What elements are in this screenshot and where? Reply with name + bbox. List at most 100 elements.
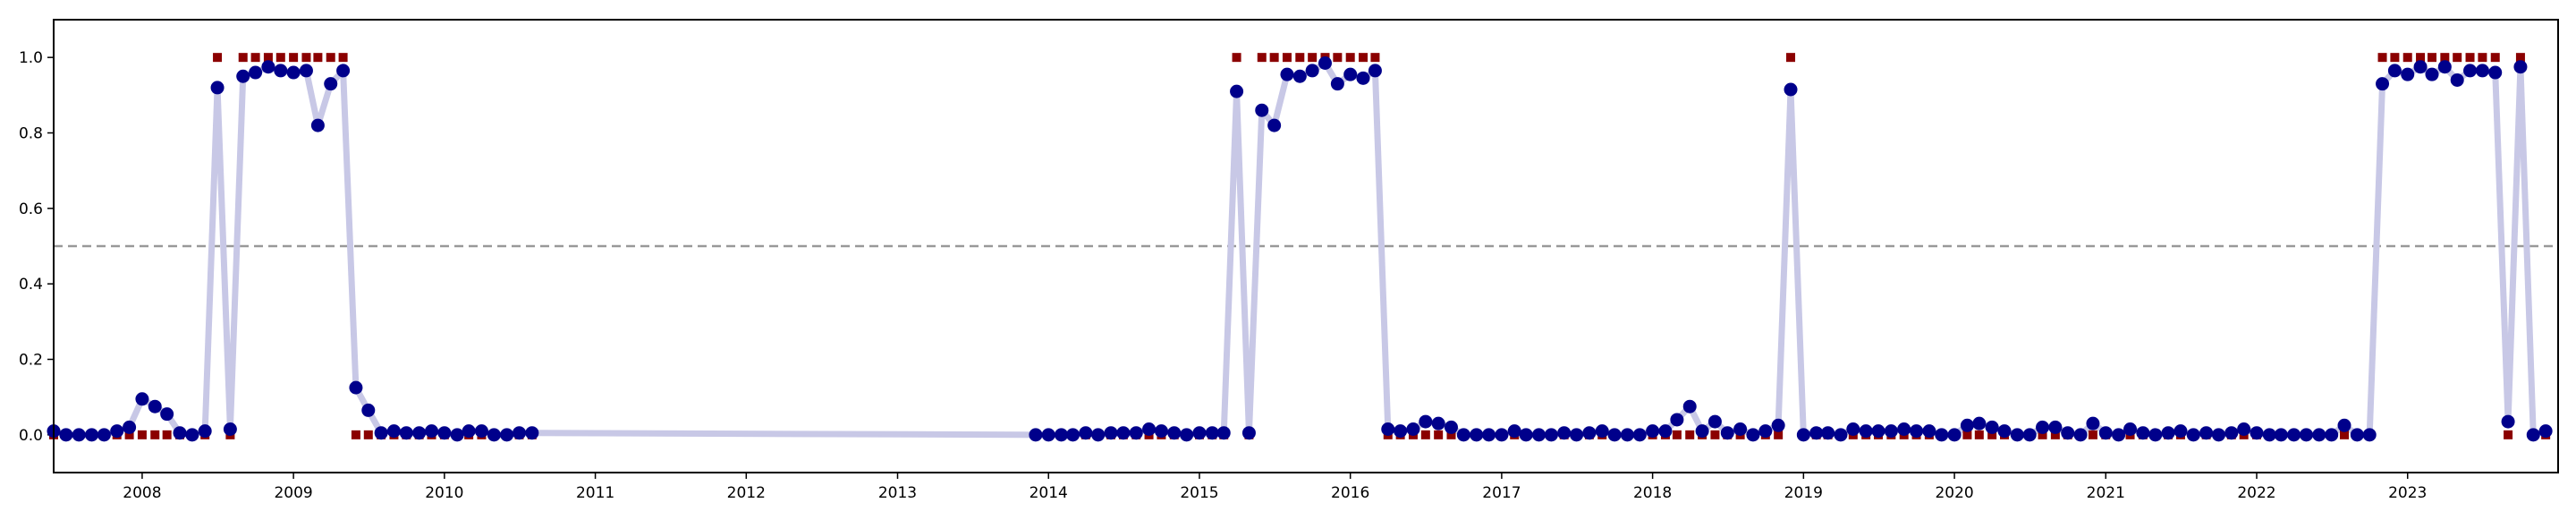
probability-point [210,81,225,95]
probability-point [361,403,376,417]
label-marker [289,53,299,63]
probability-point [1519,428,1533,442]
label-marker [301,53,311,63]
label-marker [1786,53,1796,63]
probability-point [1922,424,1936,439]
probability-point [1910,424,1924,439]
label-marker [1962,430,1972,439]
probability-point [1318,55,1332,70]
probability-point [1104,426,1118,440]
probability-point [1859,424,1873,439]
x-tick-label: 2016 [1331,484,1369,502]
probability-point [1746,428,1760,442]
probability-point [2036,420,2050,434]
probability-point [236,69,250,83]
probability-point [1871,424,1885,439]
probability-point [1330,77,1344,91]
label-marker [238,53,248,63]
axes [47,56,2409,479]
probability-point [1531,428,1546,442]
probability-point [2112,428,2126,442]
label-marker [213,53,223,63]
probability-point [2123,422,2138,437]
probability-point [1658,424,1673,439]
probability-point [1720,426,1734,440]
probability-point [2362,428,2377,442]
probability-point [2161,426,2175,440]
probability-point [2224,426,2239,440]
label-marker [1685,430,1695,439]
probability-point [123,420,137,434]
label-marker [2504,430,2513,439]
probability-point [148,399,162,413]
probability-point [198,424,212,439]
plot-frame [53,19,2559,473]
probability-point [2010,428,2024,442]
label-marker [1710,430,1720,439]
probability-point [1305,64,1319,78]
x-tick-label: 2022 [2237,484,2275,502]
probability-point [1784,82,1798,97]
probability-point [1041,428,1055,442]
probability-point [2413,60,2428,74]
probability-point [324,77,338,91]
probability-point [2237,422,2251,437]
probability-point [2211,428,2225,442]
label-marker [1359,53,1368,63]
probability-point [1707,414,1722,429]
probability-point [1419,414,1433,429]
probability-point [2073,428,2088,442]
probability-point [299,64,313,78]
probability-point [1154,424,1168,439]
probability-point [2148,428,2163,442]
y-tick-label: 1.0 [19,49,43,67]
probability-point [2048,420,2063,434]
label-marker [275,53,285,63]
probability-point [349,380,363,395]
y-tick-label: 0.4 [19,276,43,294]
label-marker [313,53,323,63]
label-marker [363,430,373,439]
probability-point [1646,424,1660,439]
probability-point [487,428,501,442]
probability-point [1091,428,1106,442]
probability-point [2098,426,2113,440]
probability-point [2199,426,2214,440]
probability-point [1280,67,1294,81]
label-marker [2465,53,2475,63]
label-marker [1672,430,1682,439]
probability-point [1066,428,1080,442]
probability-point [2463,64,2478,78]
probability-point [1267,118,1282,132]
probability-point [1695,424,1709,439]
probability-point [1595,424,1609,439]
label-marker [124,430,134,439]
x-tick-label: 2019 [1784,484,1823,502]
probability-point [2337,418,2351,432]
label-marker [2402,53,2412,63]
probability-point [1394,424,1408,439]
label-marker [338,53,348,63]
probability-point [1381,422,1395,437]
label-marker [1257,53,1267,63]
label-marker [2428,53,2437,63]
x-tick-label: 2014 [1030,484,1068,502]
probability-point [2061,426,2075,440]
probability-point [173,426,187,440]
probability-point [2513,60,2528,74]
probability-point [1255,103,1269,117]
probability-point [1682,399,1697,413]
probability-point [1292,69,1307,83]
probability-point [2526,428,2540,442]
probability-point [286,65,301,80]
probability-point [2437,60,2452,74]
probability-point [1884,424,1898,439]
label-marker [2515,53,2525,63]
label-marker [2453,53,2462,63]
label-marker [137,430,147,439]
probability-point [1821,426,1835,440]
probability-point [2450,72,2464,87]
probability-point [412,426,427,440]
probability-point [2538,424,2553,439]
